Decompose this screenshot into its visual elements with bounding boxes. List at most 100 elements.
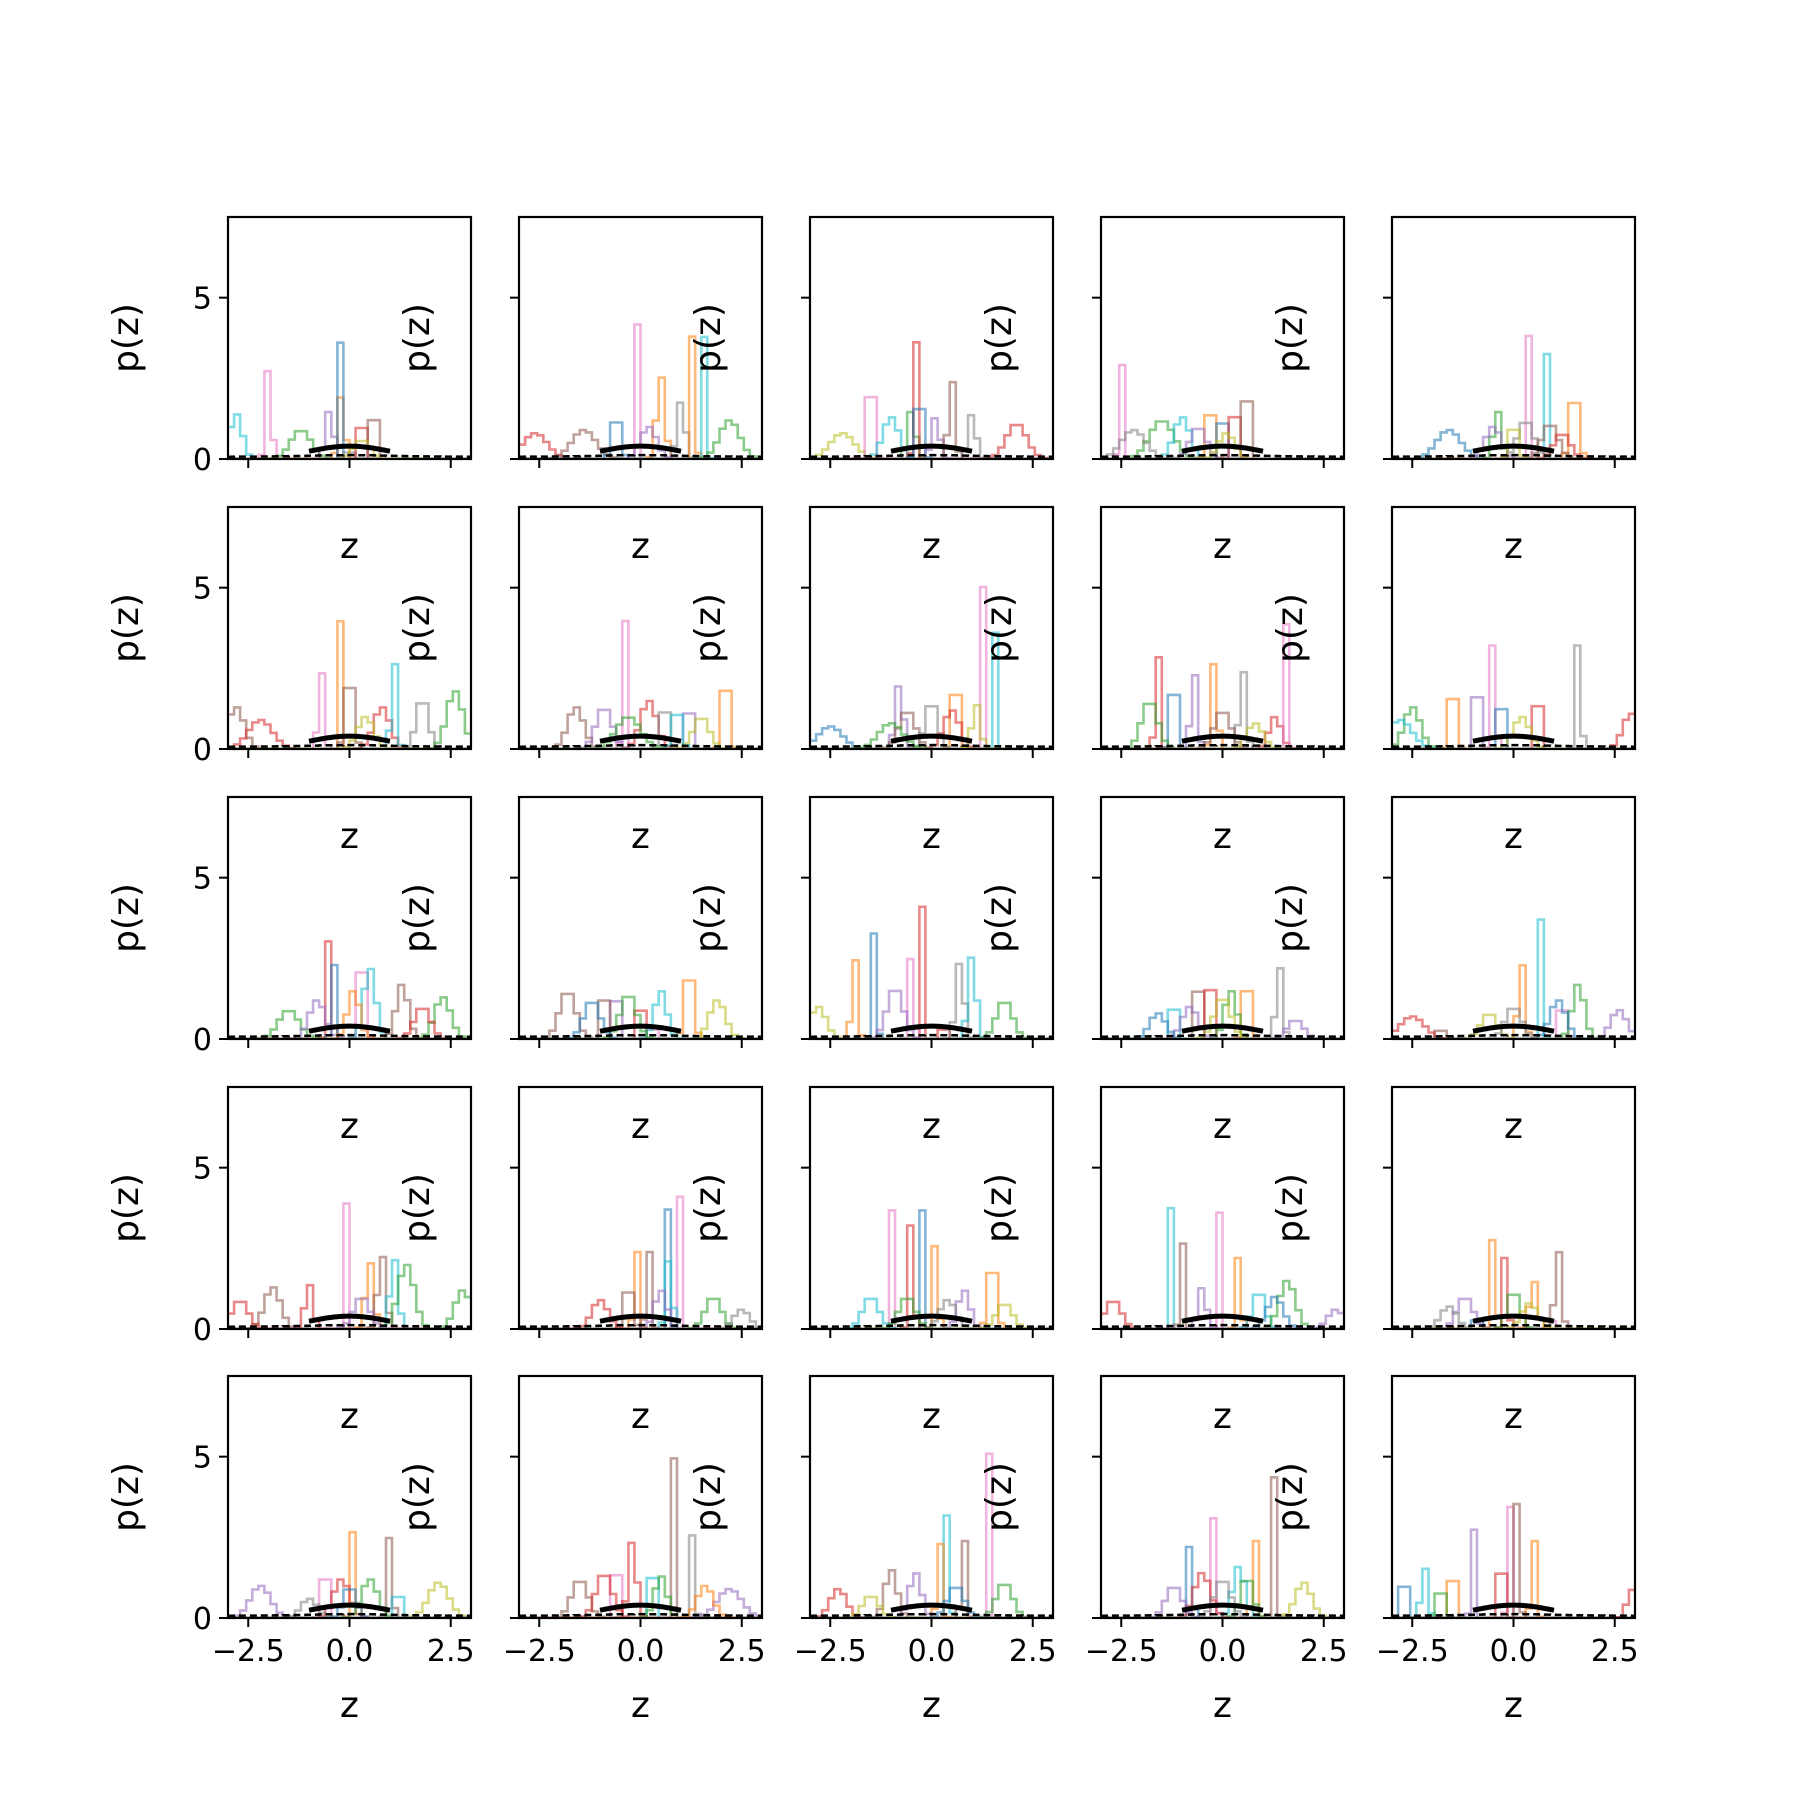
normal-pdf-curve (890, 1313, 973, 1324)
histogram-series-4 (519, 1541, 762, 1618)
histogram-series-7 (519, 1575, 762, 1618)
x-tick-label: 0.0 (908, 1634, 956, 1669)
histogram-series-9 (1392, 1007, 1635, 1039)
y-tick-label: 0 (193, 1602, 212, 1637)
histogram-series-5 (1392, 1008, 1635, 1039)
histogram-series-7 (519, 716, 762, 749)
y-axis-label: p(z) (397, 593, 438, 663)
plot-area (1392, 334, 1635, 459)
plot-area (1392, 1502, 1635, 1618)
aggregate-dashed-line (1101, 1033, 1344, 1038)
y-tick-label: 0 (193, 733, 212, 768)
normal-pdf-curve (308, 1313, 391, 1324)
histogram-series-6 (810, 1587, 1053, 1618)
histogram-series-3 (1392, 964, 1635, 1039)
histogram-series-5 (519, 1291, 762, 1329)
normal-pdf-curve (599, 1023, 682, 1034)
aggregate-dashed-line (810, 1033, 1053, 1038)
histogram-series-9 (1392, 1302, 1635, 1329)
histogram-series-1 (1101, 1211, 1344, 1329)
x-axis-label: z (1213, 1106, 1232, 1147)
aggregate-dashed-line (1392, 1323, 1635, 1328)
histogram-series-6 (519, 990, 762, 1039)
histogram-series-3 (519, 376, 762, 459)
histogram-series-5 (228, 1581, 471, 1618)
histogram-series-5 (810, 1583, 1053, 1618)
x-tick-label: 2.5 (427, 1634, 475, 1669)
x-axis-label: z (1213, 1685, 1232, 1726)
subplot-r2-c1: z p(z) (397, 795, 764, 1147)
histogram-series-6 (228, 1286, 471, 1329)
subplot-r0-c2: z p(z) (688, 215, 1055, 567)
histogram-series-4 (810, 959, 1053, 1039)
y-axis-label: p(z) (1270, 303, 1311, 373)
x-axis-label: z (922, 1106, 941, 1147)
y-tick-label: 5 (193, 282, 212, 317)
histogram-series-7 (810, 1303, 1053, 1329)
y-tick-label: 0 (193, 443, 212, 478)
histogram-series-4 (228, 686, 471, 749)
normal-pdf-curve (599, 1602, 682, 1613)
histogram-series-7 (519, 419, 762, 459)
y-axis-label: p(z) (106, 883, 147, 953)
x-tick-label: 0.0 (617, 1634, 665, 1669)
x-axis-label: z (1504, 1106, 1523, 1147)
y-axis-label: p(z) (979, 883, 1020, 953)
y-axis-label: p(z) (397, 1462, 438, 1532)
y-tick-label: 5 (193, 862, 212, 897)
histogram-series-8 (519, 995, 762, 1039)
x-tick-label: −2.5 (1085, 1634, 1158, 1669)
histogram-series-1 (1392, 1502, 1635, 1618)
y-axis-label: p(z) (1270, 1462, 1311, 1532)
subplot-r2-c0: 0 5 z p(z) (106, 795, 473, 1147)
histogram-series-9 (810, 423, 1053, 459)
histogram-series-8 (1101, 998, 1344, 1039)
histogram-series-6 (228, 1578, 471, 1618)
plot-area (228, 620, 471, 749)
x-tick-label: 2.5 (1009, 1634, 1057, 1669)
aggregate-dashed-line (519, 1612, 762, 1617)
histogram-series-5 (519, 992, 762, 1039)
aggregate-dashed-line (228, 1033, 471, 1038)
histogram-series-8 (228, 1588, 471, 1618)
x-axis-label: z (922, 816, 941, 857)
subplot-r0-c3: z p(z) (979, 215, 1346, 567)
y-axis-label: p(z) (979, 1462, 1020, 1532)
subplot-r0-c4: z p(z) (1270, 215, 1637, 567)
y-axis-label: p(z) (688, 1462, 729, 1532)
histogram-series-7 (1392, 1293, 1635, 1329)
x-axis-label: z (1213, 816, 1232, 857)
histogram-series-8 (810, 1005, 1053, 1039)
normal-pdf-curve (1472, 443, 1555, 454)
x-axis-label: z (340, 816, 359, 857)
histogram-series-9 (810, 989, 1053, 1039)
y-axis-label: p(z) (688, 1173, 729, 1243)
subplot-r4-c1: −2.5 0.0 2.5 z p(z) (397, 1374, 766, 1726)
histogram-series-8 (1392, 718, 1635, 749)
y-axis-label: p(z) (688, 303, 729, 373)
histogram-series-5 (1101, 1581, 1344, 1618)
subplot-r1-c1: z p(z) (397, 505, 764, 857)
aggregate-dashed-line (1392, 1033, 1635, 1038)
x-tick-label: −2.5 (794, 1634, 867, 1669)
y-tick-label: 0 (193, 1023, 212, 1058)
aggregate-dashed-line (228, 453, 471, 458)
aggregate-dashed-line (810, 1612, 1053, 1617)
y-axis-label: p(z) (1270, 593, 1311, 663)
histogram-series-9 (1101, 1580, 1344, 1618)
x-axis-label: z (631, 816, 650, 857)
histogram-series-4 (228, 396, 471, 459)
y-axis-label: p(z) (106, 593, 147, 663)
x-tick-label: −2.5 (1376, 1634, 1449, 1669)
x-axis-label: z (631, 1396, 650, 1437)
histogram-series-7 (1101, 1579, 1344, 1618)
histogram-series-6 (519, 689, 762, 749)
x-axis-label: z (922, 1396, 941, 1437)
normal-pdf-curve (890, 1023, 973, 1034)
plot-area (519, 323, 762, 459)
histogram-series-9 (228, 1297, 471, 1329)
x-axis-label: z (922, 1685, 941, 1726)
subplot-r4-c0: −2.5 0.0 2.5 0 5 z p(z) (106, 1374, 475, 1726)
normal-pdf-curve (890, 1602, 973, 1613)
histogram-series-7 (810, 1001, 1053, 1039)
